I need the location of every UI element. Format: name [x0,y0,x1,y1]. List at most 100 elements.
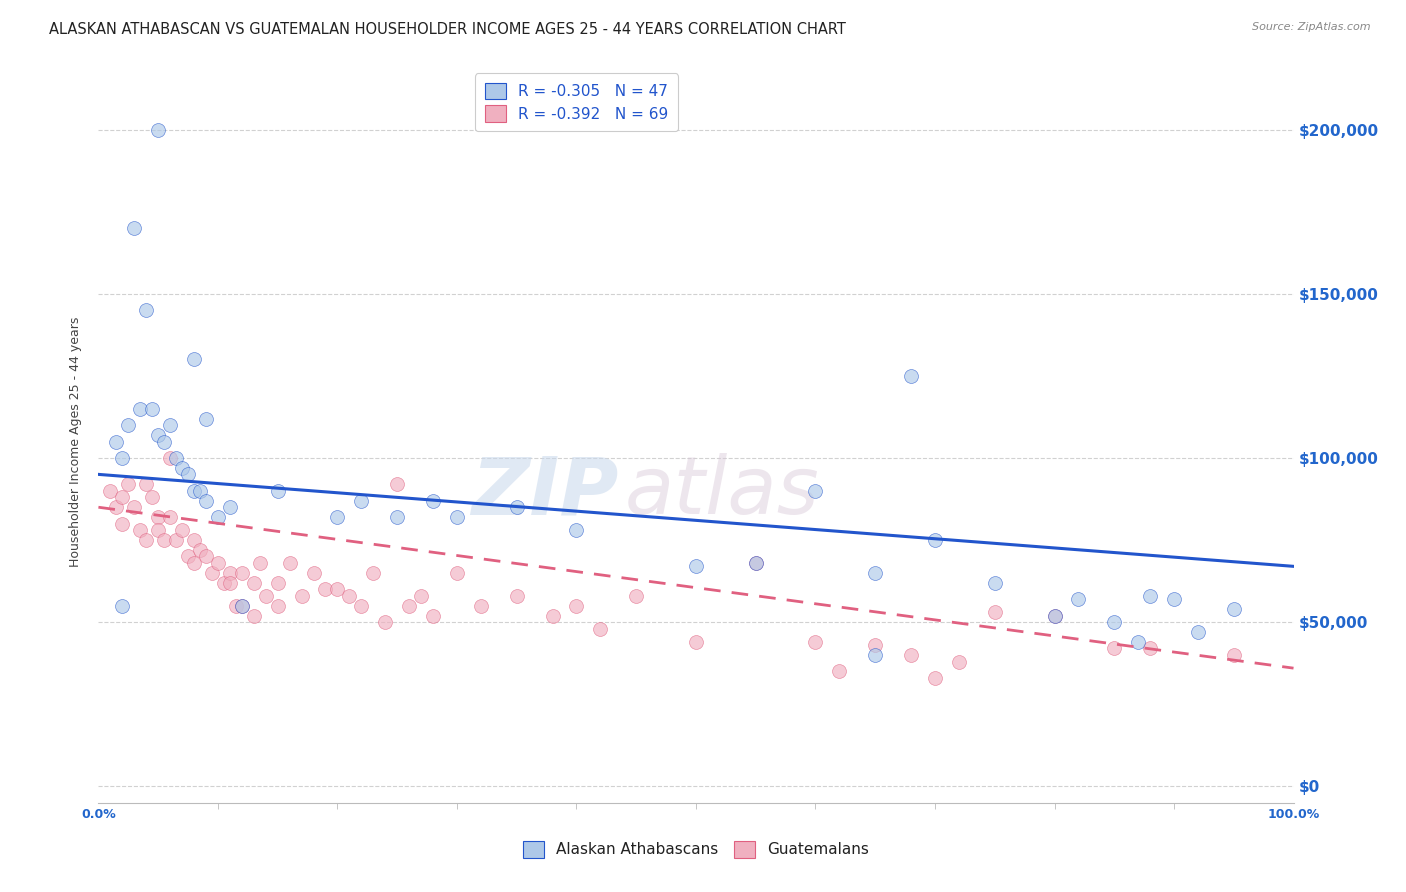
Point [924,671,946,685]
Point [212,575,235,590]
Point [541,608,564,623]
Point [804,635,827,649]
Point [1043,608,1066,623]
Point [326,582,349,597]
Point [267,575,290,590]
Point [111,516,134,531]
Point [350,599,373,613]
Point [148,122,170,136]
Text: ZIP: ZIP [471,453,619,531]
Point [159,450,181,465]
Point [183,556,205,570]
Point [201,566,224,580]
Point [398,599,420,613]
Point [225,599,247,613]
Point [148,510,170,524]
Point [135,533,157,547]
Point [374,615,396,630]
Point [924,533,946,547]
Point [183,483,205,498]
Point [124,221,146,235]
Point [984,575,1007,590]
Point [183,352,205,367]
Point [1163,592,1185,607]
Point [565,599,588,613]
Point [135,303,157,318]
Point [135,477,157,491]
Point [828,665,851,679]
Point [804,483,827,498]
Point [1223,602,1246,616]
Point [411,589,433,603]
Point [291,589,314,603]
Point [363,566,385,580]
Point [243,575,266,590]
Point [111,450,134,465]
Point [948,655,970,669]
Point [231,599,253,613]
Point [219,566,242,580]
Y-axis label: Householder Income Ages 25 - 44 years: Householder Income Ages 25 - 44 years [69,317,83,566]
Point [141,491,163,505]
Point [129,401,152,416]
Point [124,500,146,515]
Point [900,648,922,662]
Point [589,622,612,636]
Point [188,542,211,557]
Point [565,523,588,537]
Point [350,493,373,508]
Point [984,605,1007,619]
Point [1139,641,1161,656]
Point [326,510,349,524]
Point [422,608,444,623]
Point [207,556,229,570]
Point [98,483,122,498]
Point [165,450,187,465]
Point [339,589,361,603]
Point [745,556,768,570]
Text: atlas: atlas [624,453,820,531]
Point [1104,615,1126,630]
Point [219,575,242,590]
Point [506,500,529,515]
Legend: Alaskan Athabascans, Guatemalans: Alaskan Athabascans, Guatemalans [516,835,876,863]
Point [148,523,170,537]
Point [159,418,181,433]
Point [422,493,444,508]
Point [470,599,492,613]
Point [267,483,290,498]
Point [302,566,325,580]
Point [183,533,205,547]
Point [117,418,139,433]
Point [685,635,707,649]
Point [865,638,887,652]
Point [111,491,134,505]
Point [243,608,266,623]
Point [865,648,887,662]
Point [207,510,229,524]
Point [195,411,218,425]
Point [117,477,139,491]
Point [315,582,337,597]
Point [446,510,468,524]
Point [1187,625,1209,640]
Point [1223,648,1246,662]
Point [177,467,200,482]
Point [1067,592,1090,607]
Point [177,549,200,564]
Point [188,483,211,498]
Point [165,533,187,547]
Point [111,599,134,613]
Point [148,428,170,442]
Point [231,599,253,613]
Point [105,434,128,449]
Point [1104,641,1126,656]
Point [267,599,290,613]
Point [195,493,218,508]
Point [1139,589,1161,603]
Point [195,549,218,564]
Point [254,589,277,603]
Point [278,556,301,570]
Point [219,500,242,515]
Point [626,589,648,603]
